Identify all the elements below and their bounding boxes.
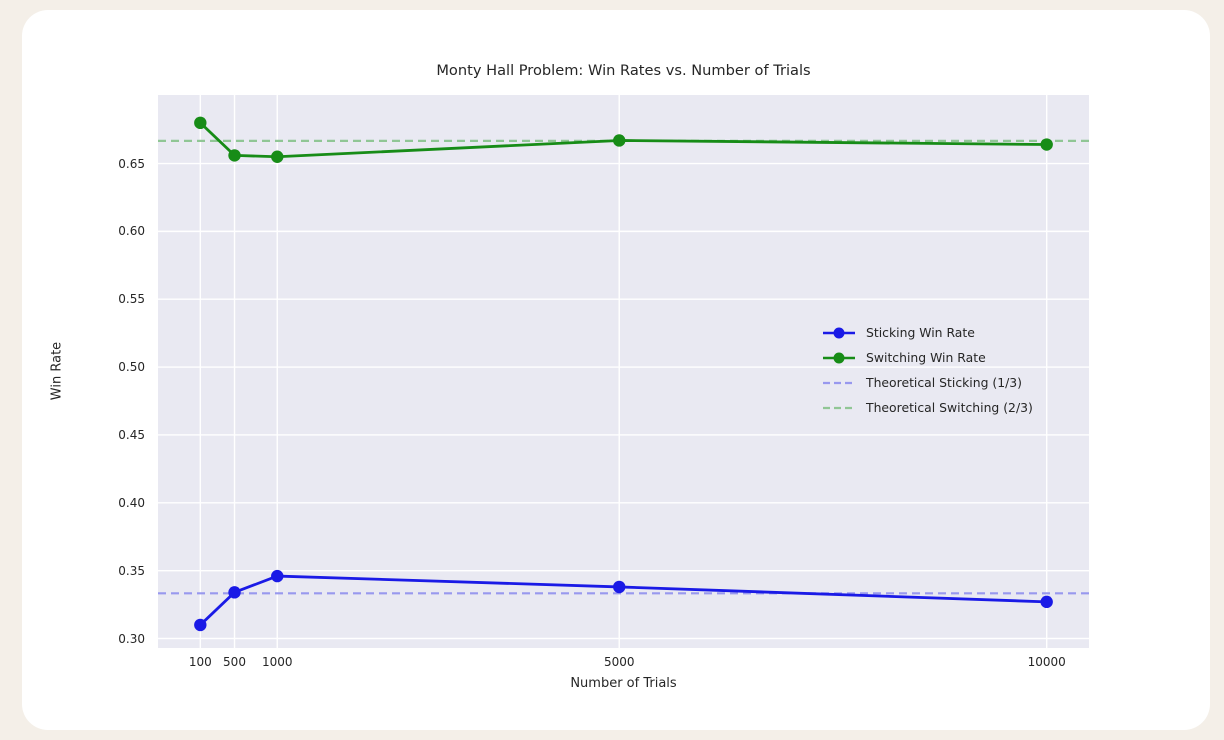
data-point xyxy=(271,569,284,583)
plot-area xyxy=(158,95,1089,648)
chart-figure: Monty Hall Problem: Win Rates vs. Number… xyxy=(22,10,1210,730)
legend: Sticking Win Rate Switching Win Rate The… xyxy=(822,320,1033,420)
y-tick-label: 0.40 xyxy=(118,495,145,510)
legend-label-theoretical-switching: Theoretical Switching (2/3) xyxy=(866,400,1033,415)
data-point xyxy=(194,116,207,130)
x-tick-label: 100 xyxy=(188,655,212,669)
y-tick-label: 0.50 xyxy=(118,360,145,375)
chart-card: Monty Hall Problem: Win Rates vs. Number… xyxy=(22,10,1210,730)
x-tick-label: 5000 xyxy=(603,655,635,669)
theoretical-switching-dash-swatch-icon xyxy=(823,406,855,409)
x-tick-label: 10000 xyxy=(1027,655,1066,669)
data-point xyxy=(1040,138,1053,151)
data-point xyxy=(194,618,207,632)
data-point xyxy=(271,150,284,163)
x-axis-label: Number of Trials xyxy=(570,676,677,691)
legend-label-switching: Switching Win Rate xyxy=(866,350,986,365)
theoretical-sticking-dash-swatch-icon xyxy=(823,381,855,384)
data-point xyxy=(228,586,241,599)
y-axis-label: Win Rate xyxy=(49,341,65,401)
data-point xyxy=(228,149,241,162)
legend-item-theoretical-switching: Theoretical Switching (2/3) xyxy=(822,395,1033,420)
data-point xyxy=(613,580,626,594)
x-tick-label: 1000 xyxy=(261,655,293,669)
y-tick-label: 0.55 xyxy=(118,292,145,307)
chart-title: Monty Hall Problem: Win Rates vs. Number… xyxy=(436,62,811,79)
y-tick-label: 0.60 xyxy=(118,224,145,239)
legend-item-switching: Switching Win Rate xyxy=(822,345,1033,370)
sticking-line-swatch-icon xyxy=(823,327,855,338)
legend-label-theoretical-sticking: Theoretical Sticking (1/3) xyxy=(866,375,1023,390)
x-tick-label: 500 xyxy=(223,655,246,669)
plot-canvas xyxy=(158,95,1089,648)
switching-line-swatch-icon xyxy=(823,352,855,363)
y-tick-label: 0.45 xyxy=(118,427,145,442)
data-point xyxy=(1040,595,1053,609)
y-tick-label: 0.65 xyxy=(118,156,145,171)
data-point xyxy=(613,134,626,147)
legend-label-sticking: Sticking Win Rate xyxy=(866,325,975,340)
y-tick-label: 0.30 xyxy=(118,631,145,646)
legend-item-sticking: Sticking Win Rate xyxy=(822,320,1033,345)
legend-item-theoretical-sticking: Theoretical Sticking (1/3) xyxy=(822,370,1033,395)
y-tick-label: 0.35 xyxy=(118,563,145,578)
